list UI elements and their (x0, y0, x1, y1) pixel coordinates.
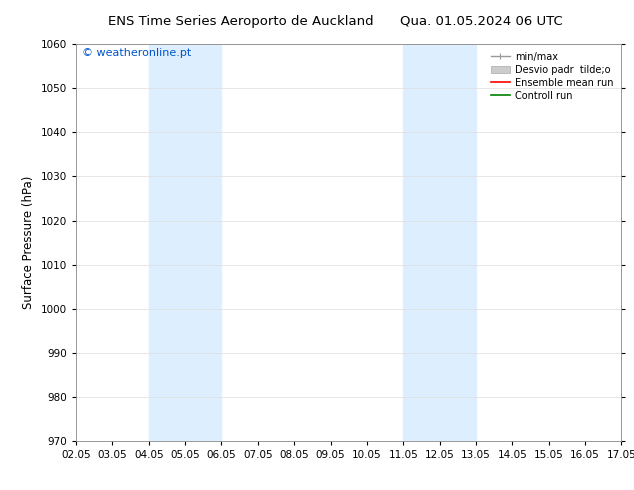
Text: Qua. 01.05.2024 06 UTC: Qua. 01.05.2024 06 UTC (401, 15, 563, 28)
Bar (149, 44, 221, 441)
Y-axis label: Surface Pressure (hPa): Surface Pressure (hPa) (22, 176, 36, 309)
Text: ENS Time Series Aeroporto de Auckland: ENS Time Series Aeroporto de Auckland (108, 15, 373, 28)
Legend: min/max, Desvio padr  tilde;o, Ensemble mean run, Controll run: min/max, Desvio padr tilde;o, Ensemble m… (488, 49, 616, 103)
Text: © weatheronline.pt: © weatheronline.pt (82, 48, 191, 58)
Bar (403, 44, 476, 441)
